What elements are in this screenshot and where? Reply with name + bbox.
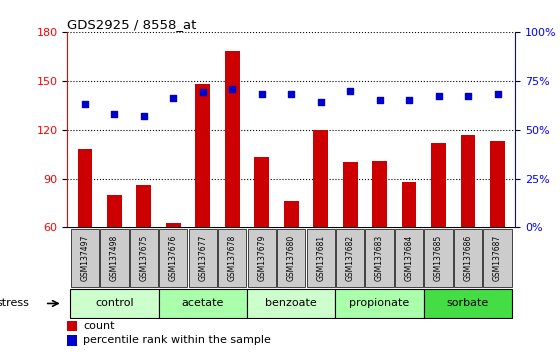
FancyBboxPatch shape bbox=[71, 229, 99, 287]
Text: GSM137498: GSM137498 bbox=[110, 235, 119, 281]
FancyBboxPatch shape bbox=[306, 229, 335, 287]
Point bbox=[169, 96, 178, 101]
Text: GSM137686: GSM137686 bbox=[464, 235, 473, 281]
Text: GSM137680: GSM137680 bbox=[287, 235, 296, 281]
Point bbox=[346, 88, 354, 93]
Bar bbox=[313, 130, 328, 227]
Text: GSM137678: GSM137678 bbox=[228, 235, 237, 281]
Point bbox=[316, 99, 325, 105]
Text: count: count bbox=[83, 321, 114, 331]
Text: GSM137676: GSM137676 bbox=[169, 235, 178, 281]
Bar bbox=[107, 195, 122, 227]
FancyBboxPatch shape bbox=[424, 229, 452, 287]
Point bbox=[198, 90, 207, 95]
Text: GSM137683: GSM137683 bbox=[375, 235, 384, 281]
Text: acetate: acetate bbox=[181, 298, 224, 308]
FancyBboxPatch shape bbox=[70, 289, 158, 318]
Text: propionate: propionate bbox=[349, 298, 410, 308]
Text: GSM137497: GSM137497 bbox=[81, 235, 90, 281]
Point bbox=[434, 93, 443, 99]
Point bbox=[464, 93, 473, 99]
Bar bbox=[284, 201, 298, 227]
Point bbox=[493, 92, 502, 97]
Bar bbox=[67, 335, 77, 346]
Point bbox=[81, 101, 90, 107]
Text: sorbate: sorbate bbox=[447, 298, 489, 308]
Text: benzoate: benzoate bbox=[265, 298, 317, 308]
Text: GSM137684: GSM137684 bbox=[404, 235, 414, 281]
Bar bbox=[254, 157, 269, 227]
Point bbox=[375, 97, 384, 103]
Bar bbox=[490, 141, 505, 227]
FancyBboxPatch shape bbox=[454, 229, 482, 287]
FancyBboxPatch shape bbox=[158, 289, 247, 318]
Text: GSM137675: GSM137675 bbox=[139, 235, 148, 281]
FancyBboxPatch shape bbox=[100, 229, 128, 287]
Point bbox=[257, 92, 266, 97]
Text: GSM137687: GSM137687 bbox=[493, 235, 502, 281]
Text: control: control bbox=[95, 298, 134, 308]
FancyBboxPatch shape bbox=[189, 229, 217, 287]
Bar bbox=[461, 135, 475, 227]
FancyBboxPatch shape bbox=[277, 229, 305, 287]
FancyBboxPatch shape bbox=[366, 229, 394, 287]
FancyBboxPatch shape bbox=[159, 229, 188, 287]
FancyBboxPatch shape bbox=[483, 229, 512, 287]
Point bbox=[405, 97, 414, 103]
FancyBboxPatch shape bbox=[335, 289, 424, 318]
Bar bbox=[343, 162, 357, 227]
Bar bbox=[77, 149, 92, 227]
FancyBboxPatch shape bbox=[247, 289, 335, 318]
Text: percentile rank within the sample: percentile rank within the sample bbox=[83, 335, 270, 345]
Point bbox=[139, 113, 148, 119]
FancyBboxPatch shape bbox=[424, 289, 512, 318]
FancyBboxPatch shape bbox=[336, 229, 365, 287]
Text: GDS2925 / 8558_at: GDS2925 / 8558_at bbox=[67, 18, 197, 31]
FancyBboxPatch shape bbox=[395, 229, 423, 287]
Bar bbox=[372, 161, 387, 227]
FancyBboxPatch shape bbox=[130, 229, 158, 287]
Bar bbox=[225, 51, 240, 227]
Point bbox=[287, 92, 296, 97]
FancyBboxPatch shape bbox=[218, 229, 246, 287]
Text: GSM137682: GSM137682 bbox=[346, 235, 354, 281]
Point bbox=[228, 86, 237, 91]
Bar bbox=[137, 185, 151, 227]
Bar bbox=[67, 321, 77, 331]
FancyBboxPatch shape bbox=[248, 229, 276, 287]
Text: GSM137681: GSM137681 bbox=[316, 235, 325, 281]
Text: GSM137685: GSM137685 bbox=[434, 235, 443, 281]
Bar bbox=[402, 182, 417, 227]
Bar bbox=[166, 223, 181, 227]
Point bbox=[110, 111, 119, 117]
Text: GSM137679: GSM137679 bbox=[257, 235, 266, 281]
Text: GSM137677: GSM137677 bbox=[198, 235, 207, 281]
Bar bbox=[195, 84, 210, 227]
Text: stress: stress bbox=[0, 298, 29, 308]
Bar bbox=[431, 143, 446, 227]
